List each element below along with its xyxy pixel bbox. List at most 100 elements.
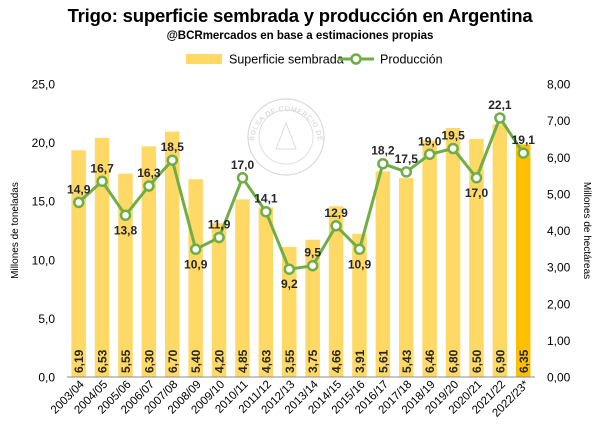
bar-superficie-14: [399, 178, 414, 377]
bar-value-label-13: 5,61: [376, 349, 390, 373]
bar-value-label-6: 4,20: [213, 349, 227, 373]
bar-superficie-7: [235, 199, 250, 377]
bar-value-label-15: 6,46: [423, 349, 437, 373]
bar-superficie-13: [375, 171, 391, 377]
bar-superficie-0: [71, 150, 86, 377]
point-produccion-13: [377, 157, 389, 170]
bar-superficie-2: [118, 173, 133, 377]
line-value-label-0: 14,9: [67, 182, 91, 196]
y-right-tick-1: 1,00: [547, 334, 571, 348]
point-produccion-11: [330, 220, 342, 232]
bar-value-label-16: 6,80: [447, 349, 461, 373]
point-produccion-15: [423, 148, 436, 161]
chart-title: Trigo: superficie sembrada y producción …: [67, 5, 533, 26]
watermark-seal-inner: [258, 109, 314, 165]
bar-value-label-12: 3,91: [353, 349, 367, 373]
y-left-tick-1: 5,0: [38, 312, 55, 326]
bar-value-label-1: 6,53: [96, 349, 110, 373]
line-value-label-14: 17,5: [395, 152, 419, 166]
point-produccion-9: [283, 263, 296, 275]
point-produccion-12: [353, 243, 366, 256]
y-right-tick-8: 8,00: [547, 78, 571, 92]
bar-value-label-7: 4,85: [236, 349, 250, 373]
line-value-label-17: 17,0: [465, 186, 489, 200]
bar-superficie-17: [469, 138, 484, 377]
point-produccion-6: [213, 231, 225, 244]
point-produccion-1: [96, 175, 108, 188]
line-value-label-16: 19,5: [441, 128, 465, 142]
bar-superficie-3: [141, 146, 157, 377]
line-value-label-15: 19,0: [418, 134, 442, 148]
watermark-text: BOLSA DE COMERCIO DE ROSARIO: [0, 0, 323, 144]
y-right-tick-5: 5,00: [547, 187, 571, 201]
y-left-tick-5: 25,0: [32, 78, 56, 92]
point-produccion-14: [400, 166, 413, 178]
line-value-label-12: 10,9: [348, 257, 372, 271]
bar-superficie-15: [422, 140, 437, 377]
point-produccion-7: [236, 172, 249, 184]
y-left-tick-2: 10,0: [32, 253, 56, 267]
line-value-label-1: 16,7: [90, 161, 114, 175]
line-value-label-3: 16,3: [137, 166, 161, 180]
bar-superficie-1: [94, 137, 110, 377]
bar-superficie-4: [165, 131, 180, 377]
watermark-seal: [247, 98, 325, 176]
y-left-tick-3: 15,0: [32, 195, 56, 209]
bar-superficie-19: [516, 144, 531, 377]
legend-label-superficie: Superficie sembrada: [229, 53, 344, 67]
point-produccion-2: [119, 209, 132, 222]
point-produccion-17: [470, 172, 483, 184]
bar-value-label-18: 6,90: [493, 349, 507, 373]
line-value-label-9: 9,2: [281, 277, 298, 291]
legend-marker-produccion: [350, 53, 362, 65]
point-produccion-8: [260, 205, 272, 218]
line-value-label-8: 14,1: [254, 192, 278, 206]
y-right-tick-7: 7,00: [547, 114, 571, 128]
line-value-label-5: 10,9: [184, 257, 208, 271]
line-value-label-19: 19,1: [512, 133, 536, 147]
bar-value-label-0: 6,19: [72, 349, 86, 373]
bar-value-label-5: 5,40: [189, 349, 203, 373]
legend-label-produccion: Producción: [380, 53, 443, 67]
y-left-tick-0: 0,0: [38, 371, 55, 385]
y-left-tick-4: 20,0: [32, 136, 56, 150]
bar-superficie-10: [305, 239, 320, 377]
line-value-label-11: 12,9: [324, 206, 348, 220]
bar-value-label-4: 6,70: [166, 349, 180, 373]
y-left-axis-title: Millones de toneladas: [10, 182, 21, 279]
bar-value-label-10: 3,75: [306, 349, 320, 373]
bar-value-label-19: 6,35: [517, 349, 531, 373]
bar-superficie-11: [328, 206, 344, 377]
bar-superficie-16: [445, 128, 461, 377]
bar-superficie-5: [188, 179, 203, 377]
bar-superficie-12: [352, 233, 367, 377]
legend-swatch-superficie: [186, 54, 222, 64]
y-right-tick-0: 0,00: [547, 371, 571, 385]
y-right-tick-3: 3,00: [547, 261, 571, 275]
bar-value-label-3: 6,30: [142, 349, 156, 373]
y-right-axis-title: Millones de hectáreas: [581, 182, 592, 279]
bar-value-label-8: 4,63: [259, 349, 273, 373]
point-produccion-10: [306, 259, 319, 272]
line-value-label-13: 18,2: [371, 144, 395, 158]
line-value-label-7: 17,0: [231, 158, 255, 172]
point-produccion-19: [517, 147, 530, 159]
point-produccion-18: [494, 112, 506, 124]
point-produccion-16: [447, 142, 459, 155]
point-produccion-3: [143, 180, 155, 192]
line-value-label-2: 13,8: [114, 223, 138, 237]
line-value-label-10: 9,5: [304, 246, 321, 260]
bar-superficie-8: [258, 207, 274, 377]
line-value-label-18: 22,1: [488, 98, 512, 112]
bar-value-label-2: 5,55: [119, 349, 133, 373]
bar-value-label-11: 4,66: [330, 349, 344, 373]
bar-superficie-9: [282, 247, 297, 377]
y-right-tick-2: 2,00: [547, 297, 571, 311]
bar-value-label-14: 5,43: [400, 349, 414, 373]
watermark-emblem: [275, 121, 297, 150]
point-produccion-0: [72, 196, 85, 209]
bar-value-label-17: 6,50: [470, 349, 484, 373]
point-produccion-4: [166, 154, 179, 166]
